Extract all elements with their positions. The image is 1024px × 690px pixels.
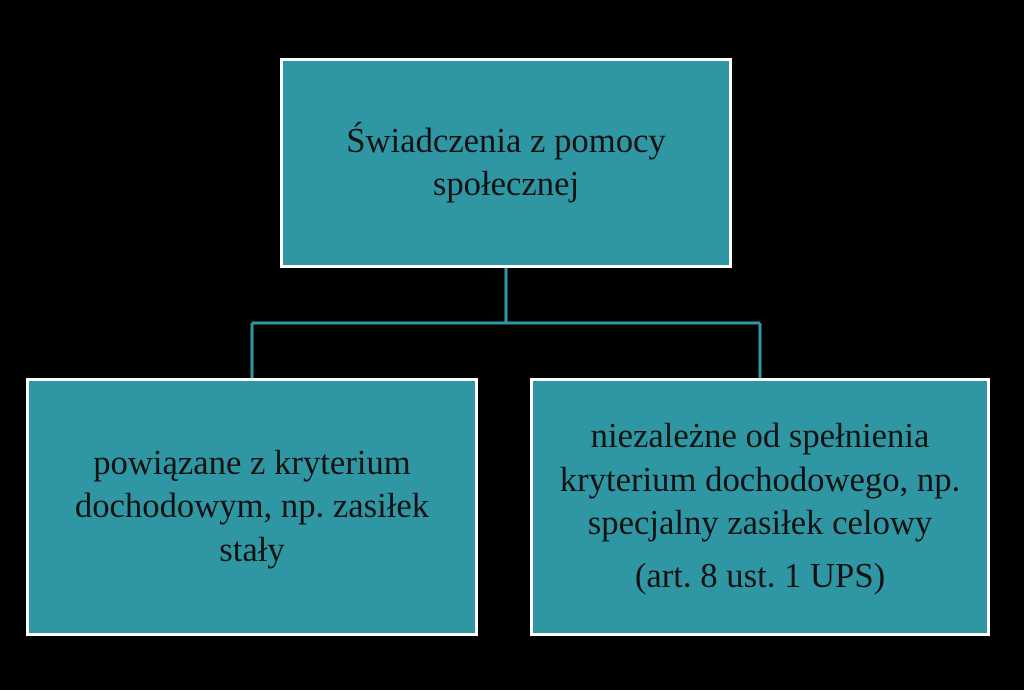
- diagram-canvas: Świadczenia z pomocy społecznej powiązan…: [0, 0, 1024, 690]
- root-node-text: Świadczenia z pomocy społecznej: [299, 120, 713, 207]
- right-child-line2: (art. 8 ust. 1 UPS): [635, 555, 885, 598]
- left-child-text: powiązane z kryterium dochodowym, np. za…: [45, 442, 459, 572]
- root-node: Świadczenia z pomocy społecznej: [280, 58, 732, 268]
- right-child-line1: niezależne od spełnienia kryterium docho…: [549, 415, 971, 545]
- left-child-node: powiązane z kryterium dochodowym, np. za…: [26, 378, 478, 636]
- right-child-node: niezależne od spełnienia kryterium docho…: [530, 378, 990, 636]
